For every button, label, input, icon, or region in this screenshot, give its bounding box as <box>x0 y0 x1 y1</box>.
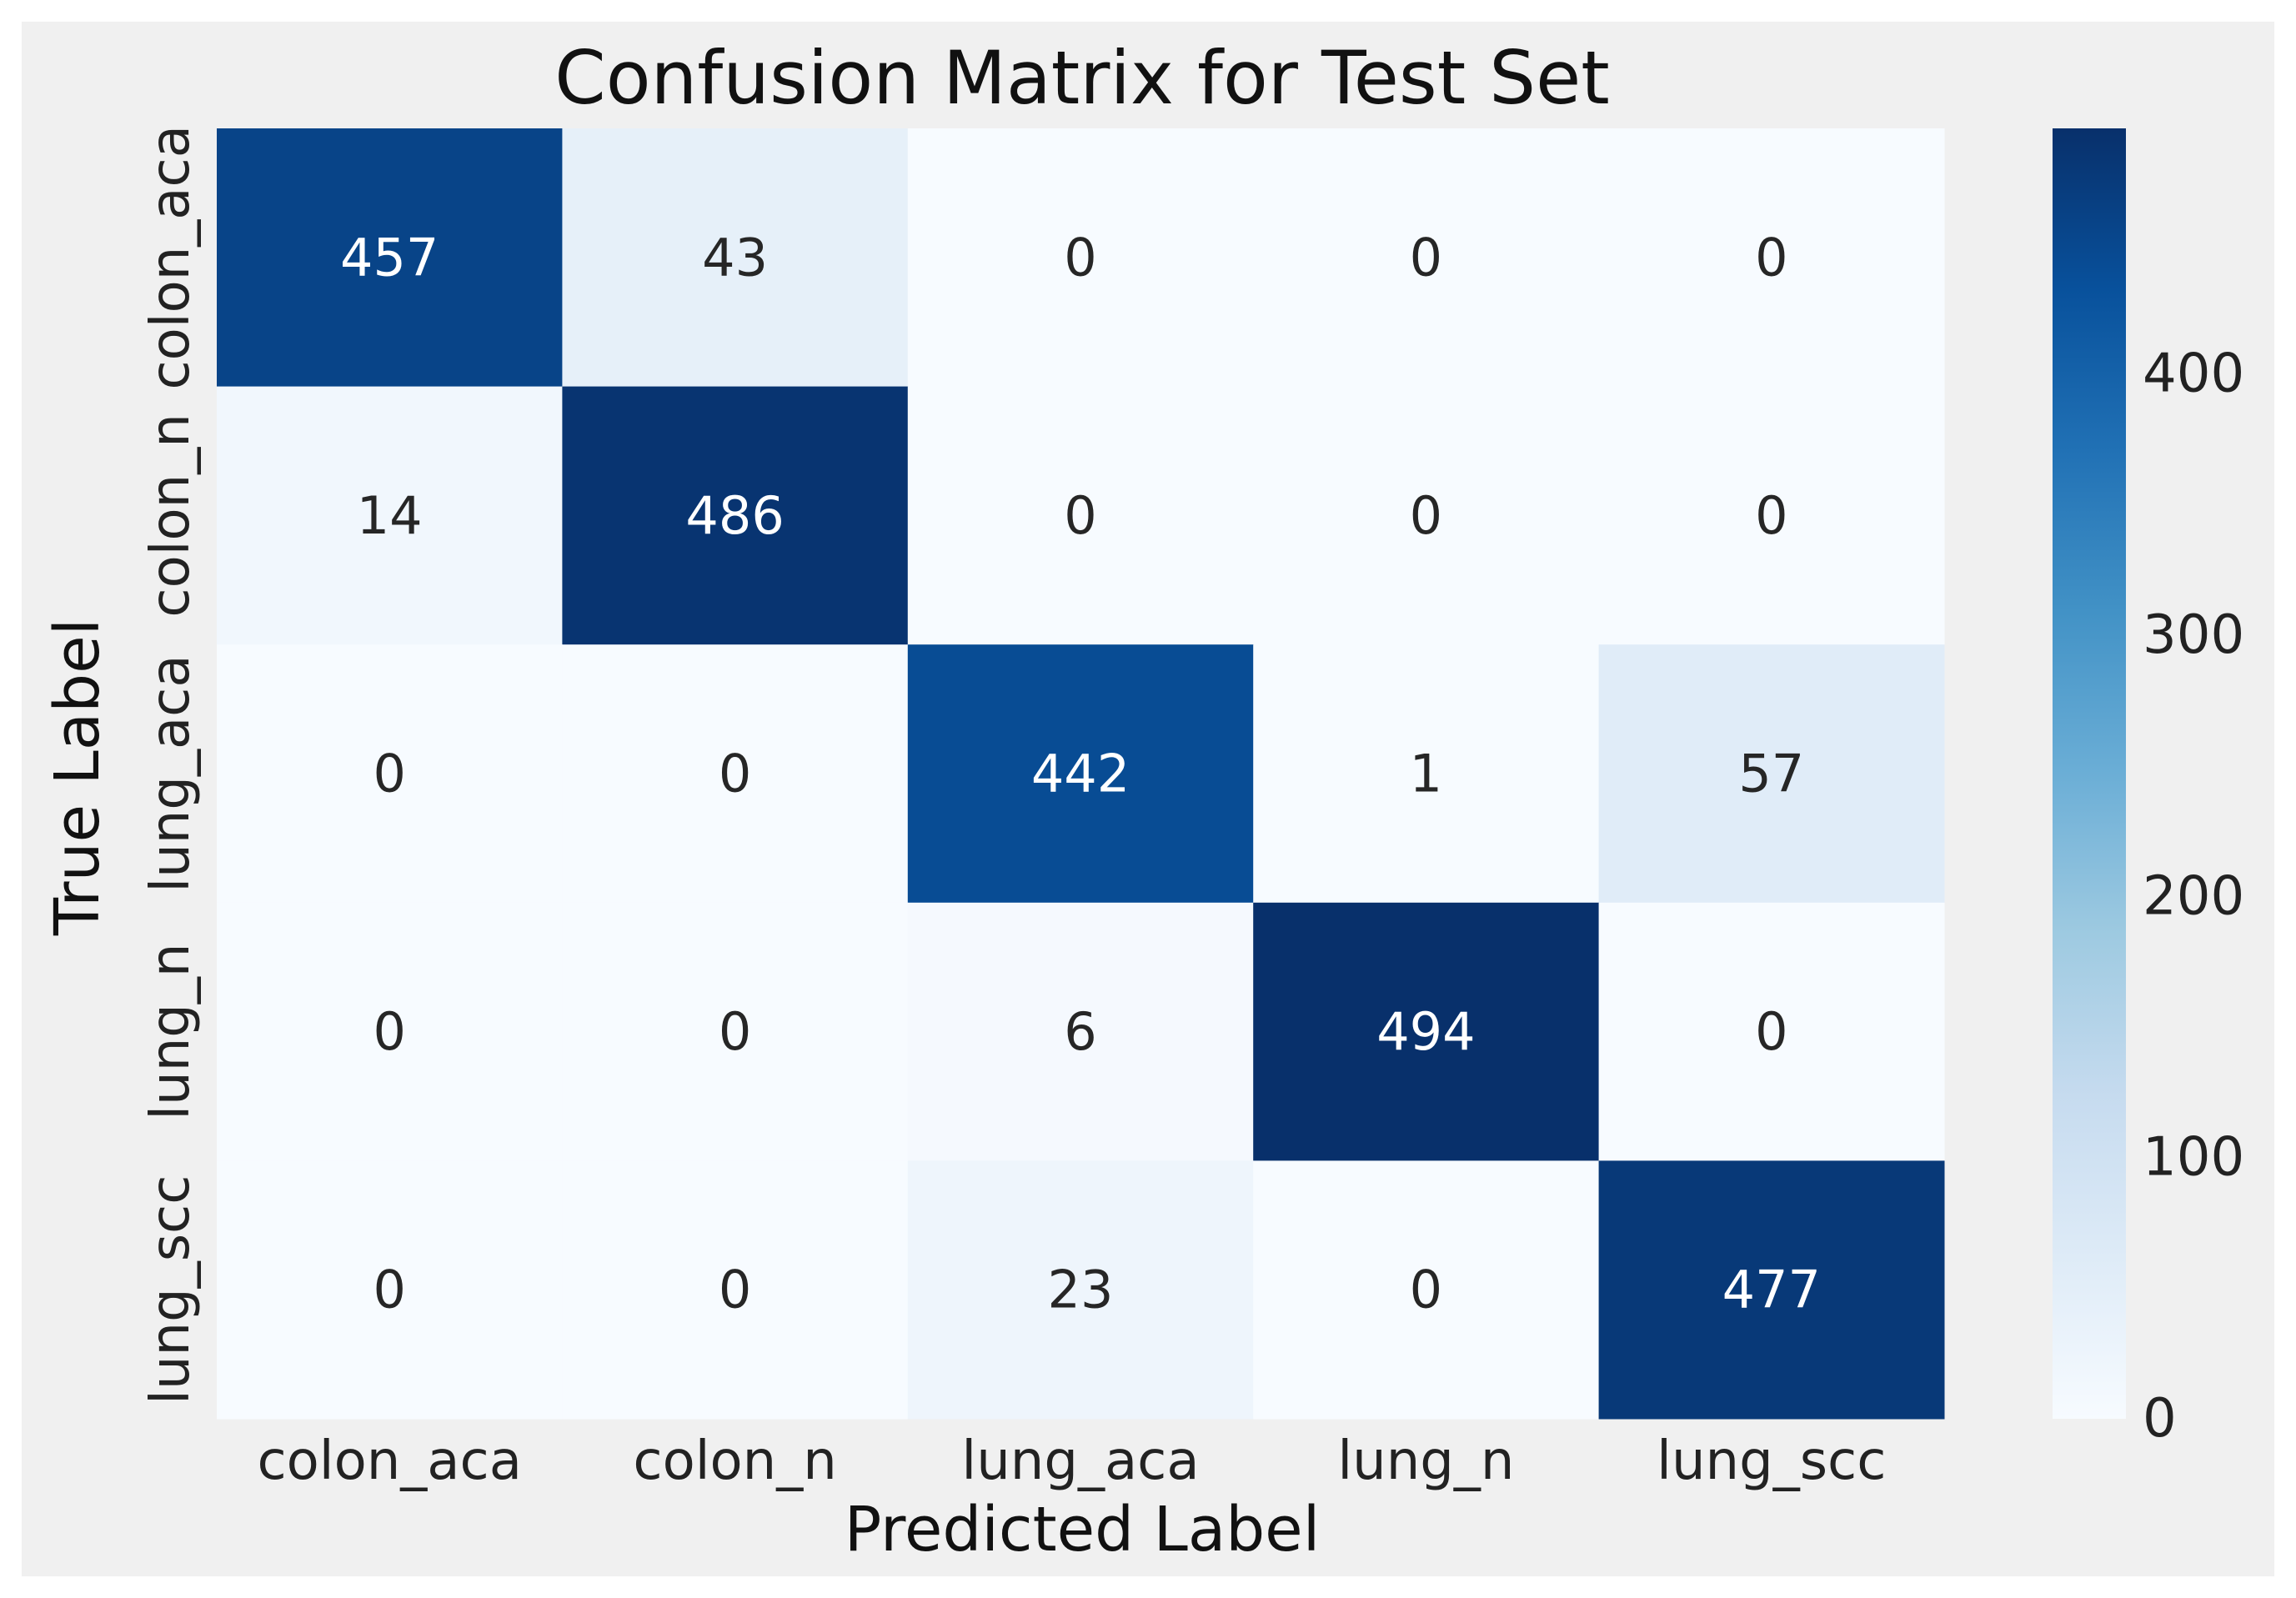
colorbar-tick-label: 0 <box>2143 1388 2177 1450</box>
heatmap-cell-colon_n-lung_n <box>1253 386 1600 645</box>
heatmap-cell-colon_aca-colon_n <box>562 128 909 388</box>
cell-value-label: 457 <box>340 227 439 288</box>
y-tick-label: colon_n <box>140 413 202 617</box>
y-axis-ticks: colon_aca colon_n lung_aca lung_n lung_scc <box>140 125 202 1405</box>
heatmap-cell-lung_n-lung_n <box>1253 902 1600 1161</box>
heatmap-cell-lung_scc-colon_aca <box>217 1160 563 1420</box>
heatmap-cell-lung_scc-lung_n <box>1253 1160 1600 1420</box>
cell-value-label: 0 <box>1064 227 1096 288</box>
cell-value-label: 486 <box>685 485 784 546</box>
heatmap-cell-lung_aca-lung_aca <box>907 644 1254 904</box>
heatmap-cell-colon_n-lung_scc <box>1598 386 1945 645</box>
cell-value-label: 0 <box>373 1260 405 1320</box>
heatmap-cell-lung_n-colon_aca <box>217 902 563 1161</box>
cell-value-label: 14 <box>357 485 423 546</box>
y-tick-label: lung_aca <box>140 654 202 892</box>
y-tick-label: lung_scc <box>140 1175 202 1405</box>
heatmap-cell-labels: 457 43 0 0 0 14 486 0 0 0 0 0 442 1 57 0 0 6 494 0 0 0 23 0 477 <box>340 227 1821 1320</box>
colorbar-tick-label: 100 <box>2143 1127 2244 1189</box>
cell-value-label: 0 <box>719 1001 751 1062</box>
cell-value-label: 0 <box>1755 485 1787 546</box>
x-tick-label: colon_n <box>633 1430 836 1492</box>
cell-value-label: 0 <box>1064 485 1096 546</box>
cell-value-label: 442 <box>1031 744 1130 804</box>
heatmap-cell-lung_n-lung_scc <box>1598 902 1945 1161</box>
cell-value-label: 494 <box>1376 1001 1475 1062</box>
colorbar-tick-label: 200 <box>2143 865 2244 927</box>
x-tick-label: lung_n <box>1337 1430 1514 1492</box>
heatmap-cell-lung_aca-lung_scc <box>1598 644 1945 904</box>
heatmap-cell-lung_aca-lung_n <box>1253 644 1600 904</box>
cell-value-label: 57 <box>1738 744 1804 804</box>
colorbar-ticks: 0 100 200 300 400 <box>2143 343 2244 1450</box>
cell-value-label: 0 <box>719 744 751 804</box>
cell-value-label: 0 <box>719 1260 751 1320</box>
cell-value-label: 6 <box>1064 1001 1096 1062</box>
heatmap-cells <box>217 128 1945 1420</box>
y-axis-label: True Label <box>42 619 113 936</box>
cell-value-label: 0 <box>1410 1260 1442 1320</box>
heatmap-cell-colon_n-colon_n <box>562 386 909 645</box>
heatmap-cell-colon_aca-lung_aca <box>907 128 1254 388</box>
heatmap-cell-lung_n-colon_n <box>562 902 909 1161</box>
cell-value-label: 0 <box>373 1001 405 1062</box>
colorbar <box>2053 128 2126 1419</box>
x-axis-ticks: colon_aca colon_n lung_aca lung_n lung_scc <box>257 1430 1886 1492</box>
heatmap-cell-lung_scc-lung_scc <box>1598 1160 1945 1420</box>
heatmap-cell-lung_scc-colon_n <box>562 1160 909 1420</box>
cell-value-label: 0 <box>1755 227 1787 288</box>
cell-value-label: 0 <box>1410 485 1442 546</box>
x-tick-label: lung_scc <box>1657 1430 1886 1492</box>
cell-value-label: 23 <box>1048 1260 1114 1320</box>
heatmap-cell-lung_aca-colon_n <box>562 644 909 904</box>
cell-value-label: 1 <box>1410 744 1442 804</box>
heatmap-cell-colon_aca-colon_aca <box>217 128 563 388</box>
heatmap-cell-colon_n-lung_aca <box>907 386 1254 645</box>
x-tick-label: colon_aca <box>257 1430 521 1492</box>
colorbar-tick-label: 400 <box>2143 343 2244 405</box>
cell-value-label: 0 <box>1410 227 1442 288</box>
heatmap-cell-lung_n-lung_aca <box>907 902 1254 1161</box>
cell-value-label: 477 <box>1722 1260 1821 1320</box>
y-tick-label: colon_aca <box>140 125 202 389</box>
x-axis-label: Predicted Label <box>845 1494 1321 1565</box>
heatmap-cell-lung_aca-colon_aca <box>217 644 563 904</box>
heatmap-cell-colon_n-colon_aca <box>217 386 563 645</box>
heatmap-cell-lung_scc-lung_aca <box>907 1160 1254 1420</box>
cell-value-label: 0 <box>373 744 405 804</box>
colorbar-tick-label: 300 <box>2143 604 2244 666</box>
y-tick-label: lung_n <box>140 944 202 1120</box>
cell-value-label: 0 <box>1755 1001 1787 1062</box>
chart-title: Confusion Matrix for Test Set <box>554 35 1609 121</box>
heatmap-cell-colon_aca-lung_scc <box>1598 128 1945 388</box>
x-tick-label: lung_aca <box>961 1430 1199 1492</box>
heatmap-cell-colon_aca-lung_n <box>1253 128 1600 388</box>
cell-value-label: 43 <box>702 227 768 288</box>
